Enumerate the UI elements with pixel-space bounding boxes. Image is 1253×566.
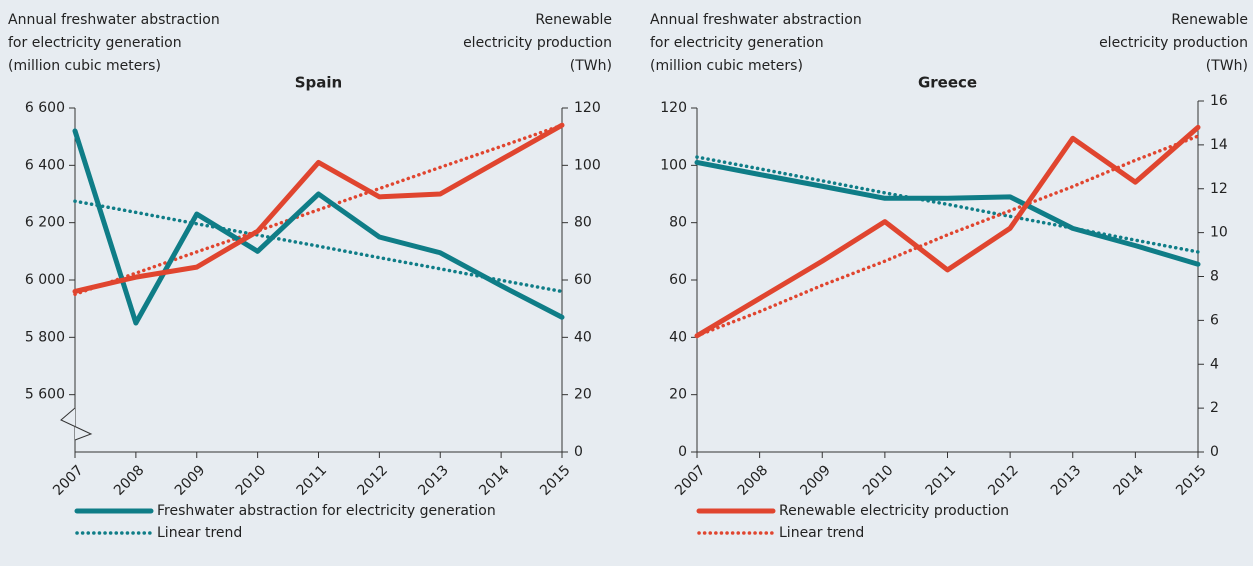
y-tick-label: 40 xyxy=(669,329,687,345)
y2-tick-label: 20 xyxy=(574,387,592,403)
y-tick-label: 5 800 xyxy=(25,329,65,345)
y2-tick-label: 6 xyxy=(1210,312,1219,328)
y2-tick-label: 16 xyxy=(1210,93,1228,109)
y2-tick-label: 0 xyxy=(574,444,583,460)
y2-tick-label: 120 xyxy=(574,100,601,116)
y2-tick-label: 40 xyxy=(574,329,592,345)
x-tick-label: 2015 xyxy=(537,462,574,499)
y2-axis-label: (TWh) xyxy=(570,58,612,74)
y-axis-label: (million cubic meters) xyxy=(650,58,803,74)
y-tick-label: 6 200 xyxy=(25,215,65,231)
y-tick-label: 0 xyxy=(678,444,687,460)
y-tick-label: 6 600 xyxy=(25,100,65,116)
y2-axis-label: electricity production xyxy=(1099,35,1248,51)
x-tick-label: 2009 xyxy=(797,462,834,499)
y2-tick-label: 8 xyxy=(1210,269,1219,285)
y-tick-label: 20 xyxy=(669,387,687,403)
x-tick-label: 2015 xyxy=(1173,462,1210,499)
trend-line xyxy=(695,134,1200,338)
trend-line xyxy=(73,123,564,297)
trend-line xyxy=(695,155,1200,254)
y2-axis-label: electricity production xyxy=(463,35,612,51)
legend-label: Linear trend xyxy=(779,525,864,541)
y-tick-label: 80 xyxy=(669,215,687,231)
axis-break xyxy=(60,407,93,441)
y-axis-label: (million cubic meters) xyxy=(8,58,161,74)
y2-tick-label: 14 xyxy=(1210,137,1228,153)
y2-tick-label: 10 xyxy=(1210,225,1228,241)
x-tick-label: 2013 xyxy=(1048,462,1085,499)
y2-tick-label: 12 xyxy=(1210,181,1228,197)
y2-tick-label: 0 xyxy=(1210,444,1219,460)
y-tick-label: 100 xyxy=(660,157,687,173)
legend-label: Freshwater abstraction for electricity g… xyxy=(157,503,496,519)
y2-tick-label: 4 xyxy=(1210,356,1219,372)
x-tick-label: 2012 xyxy=(985,462,1022,499)
x-tick-label: 2012 xyxy=(355,462,392,499)
y-tick-label: 120 xyxy=(660,100,687,116)
legend-label: Renewable electricity production xyxy=(779,503,1009,519)
y2-tick-label: 100 xyxy=(574,157,601,173)
y-tick-label: 5 600 xyxy=(25,387,65,403)
data-line xyxy=(72,128,565,326)
y-tick-label: 6 400 xyxy=(25,157,65,173)
x-tick-label: 2008 xyxy=(735,462,772,499)
y-axis-label: for electricity generation xyxy=(650,35,824,51)
y-axis-label: for electricity generation xyxy=(8,35,182,51)
x-tick-label: 2011 xyxy=(923,462,960,499)
x-tick-label: 2007 xyxy=(672,462,709,499)
x-tick-label: 2013 xyxy=(415,462,452,499)
data-line xyxy=(694,159,1201,267)
y2-axis-label: Renewable xyxy=(1171,12,1248,28)
x-tick-label: 2014 xyxy=(476,462,513,499)
x-tick-label: 2014 xyxy=(1111,462,1148,499)
data-line xyxy=(72,122,565,294)
y2-axis-label: (TWh) xyxy=(1206,58,1248,74)
chart-title: Spain xyxy=(295,74,342,92)
y2-axis-label: Renewable xyxy=(535,12,612,28)
x-tick-label: 2009 xyxy=(172,462,209,499)
chart-title: Greece xyxy=(918,74,977,92)
y2-tick-label: 2 xyxy=(1210,400,1219,416)
y2-tick-label: 80 xyxy=(574,215,592,231)
y-axis-label: Annual freshwater abstraction xyxy=(650,12,862,28)
data-line xyxy=(694,124,1201,339)
x-tick-label: 2008 xyxy=(111,462,148,499)
legend-label: Linear trend xyxy=(157,525,242,541)
x-tick-label: 2011 xyxy=(294,462,331,499)
y2-tick-label: 60 xyxy=(574,272,592,288)
x-tick-label: 2010 xyxy=(860,462,897,499)
y-tick-label: 60 xyxy=(669,272,687,288)
y-tick-label: 6 000 xyxy=(25,272,65,288)
y-axis-label: Annual freshwater abstraction xyxy=(8,12,220,28)
x-tick-label: 2010 xyxy=(233,462,270,499)
x-tick-label: 2007 xyxy=(50,462,87,499)
